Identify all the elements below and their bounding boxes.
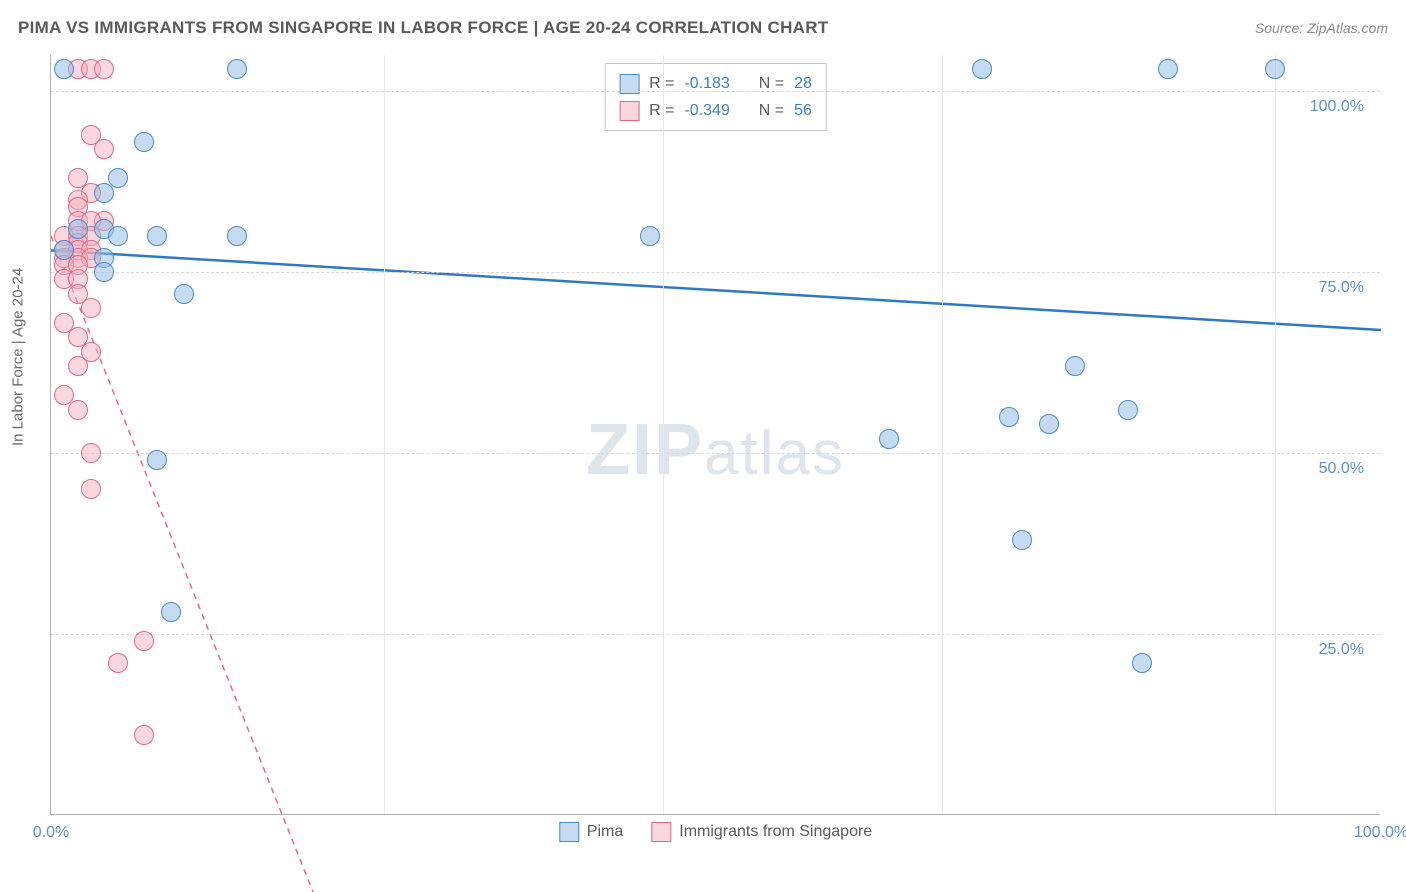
grid-line-h [51, 272, 1380, 273]
title-bar: PIMA VS IMMIGRANTS FROM SINGAPORE IN LAB… [18, 18, 1388, 38]
r-value-2: -0.349 [684, 97, 729, 124]
y-tick-label: 100.0% [1310, 98, 1364, 116]
data-point [54, 240, 74, 260]
legend-item-2: Immigrants from Singapore [651, 822, 872, 842]
swatch-blue-icon [559, 822, 579, 842]
data-point [1012, 530, 1032, 550]
bottom-legend: Pima Immigrants from Singapore [559, 822, 872, 842]
data-point [972, 59, 992, 79]
source-label: Source: ZipAtlas.com [1255, 20, 1388, 36]
r-label-1: R = [649, 70, 674, 97]
data-point [68, 400, 88, 420]
data-point [147, 450, 167, 470]
data-point [94, 59, 114, 79]
data-point [161, 602, 181, 622]
n-value-1: 28 [794, 70, 812, 97]
data-point [879, 429, 899, 449]
data-point [54, 59, 74, 79]
y-tick-label: 50.0% [1319, 460, 1364, 478]
data-point [134, 631, 154, 651]
data-point [1118, 400, 1138, 420]
legend-label-1: Pima [587, 823, 623, 841]
data-point [108, 653, 128, 673]
data-point [94, 262, 114, 282]
data-point [640, 226, 660, 246]
legend-label-2: Immigrants from Singapore [679, 823, 872, 841]
swatch-pink-icon [651, 822, 671, 842]
grid-line-v [942, 55, 943, 814]
chart-title: PIMA VS IMMIGRANTS FROM SINGAPORE IN LAB… [18, 18, 829, 38]
y-tick-label: 75.0% [1319, 279, 1364, 297]
n-label-1: N = [759, 70, 784, 97]
data-point [81, 298, 101, 318]
trend-lines [51, 55, 1381, 815]
r-value-1: -0.183 [684, 70, 729, 97]
chart-container: PIMA VS IMMIGRANTS FROM SINGAPORE IN LAB… [0, 0, 1406, 892]
data-point [68, 356, 88, 376]
r-label-2: R = [649, 97, 674, 124]
trend-line [51, 250, 1381, 330]
data-point [94, 183, 114, 203]
grid-line-v [663, 55, 664, 814]
x-tick-label: 0.0% [33, 824, 69, 842]
data-point [1265, 59, 1285, 79]
grid-line-v [1275, 55, 1276, 814]
data-point [174, 284, 194, 304]
watermark: ZIPatlas [586, 409, 845, 491]
x-tick-label: 100.0% [1354, 824, 1406, 842]
data-point [108, 226, 128, 246]
stats-row-1: R = -0.183 N = 28 [619, 70, 812, 97]
data-point [1158, 59, 1178, 79]
data-point [1065, 356, 1085, 376]
grid-line-v [384, 55, 385, 814]
swatch-pink-icon [619, 101, 639, 121]
data-point [227, 226, 247, 246]
trend-line [51, 236, 1381, 892]
stats-box: R = -0.183 N = 28 R = -0.349 N = 56 [604, 63, 827, 131]
legend-item-1: Pima [559, 822, 623, 842]
y-axis-label: In Labor Force | Age 20-24 [10, 268, 27, 446]
data-point [227, 59, 247, 79]
data-point [134, 132, 154, 152]
data-point [1132, 653, 1152, 673]
n-label-2: N = [759, 97, 784, 124]
data-point [1039, 414, 1059, 434]
plot-area: ZIPatlas R = -0.183 N = 28 R = -0.349 N … [50, 55, 1380, 815]
data-point [999, 407, 1019, 427]
grid-line-h [51, 634, 1380, 635]
data-point [134, 725, 154, 745]
grid-line-h [51, 91, 1380, 92]
grid-line-h [51, 453, 1380, 454]
watermark-bold: ZIP [586, 410, 704, 490]
y-tick-label: 25.0% [1319, 641, 1364, 659]
data-point [81, 479, 101, 499]
data-point [147, 226, 167, 246]
stats-row-2: R = -0.349 N = 56 [619, 97, 812, 124]
data-point [68, 219, 88, 239]
data-point [81, 443, 101, 463]
n-value-2: 56 [794, 97, 812, 124]
data-point [94, 139, 114, 159]
